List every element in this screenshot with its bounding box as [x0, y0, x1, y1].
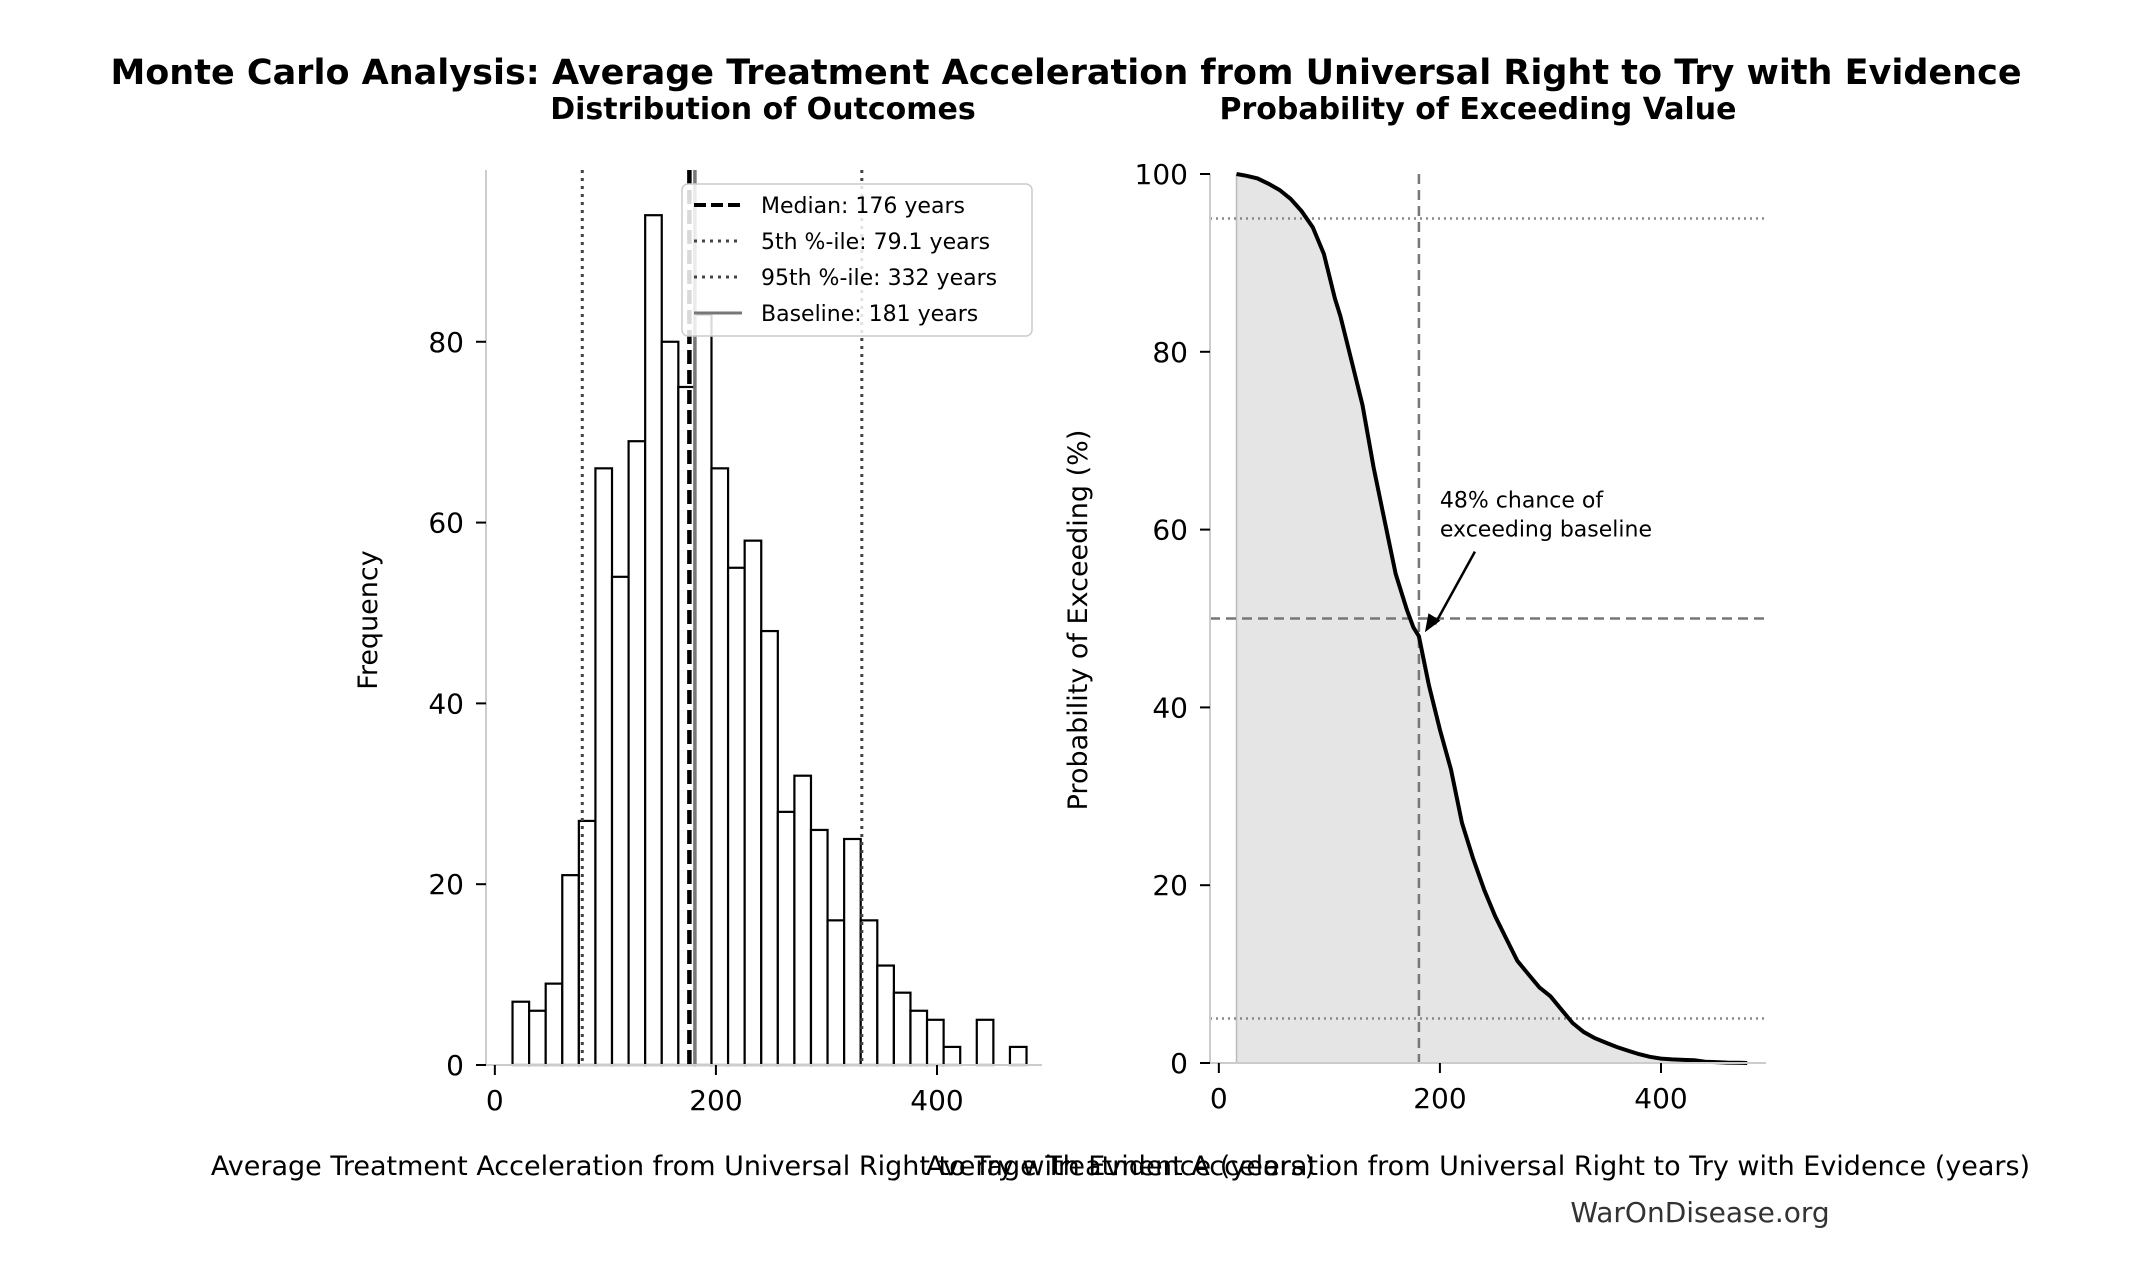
exceedance-x-label: Average Treatment Acceleration from Univ… — [926, 1151, 2030, 1182]
annotation-arrow-head — [1424, 613, 1441, 633]
exceedance-reference-lines — [1210, 174, 1766, 1063]
exceedance-y-tick-label: 20 — [1152, 869, 1188, 902]
histogram-y-tick-label: 80 — [428, 326, 464, 359]
histogram-bar — [644, 214, 663, 1067]
histogram-x-tick-label: 0 — [486, 1084, 504, 1117]
exceedance-x-tick-label: 0 — [1210, 1082, 1228, 1115]
histogram-bar — [1008, 1045, 1028, 1067]
exceedance-y-tick-label: 0 — [1170, 1047, 1188, 1080]
histogram-y-label: Frequency — [353, 550, 384, 690]
annotation-arrow — [1433, 550, 1477, 625]
exceedance-panel: Probability of Exceeding Value 0 20 40 60 80… — [926, 92, 2030, 1182]
histogram-bar — [594, 467, 614, 1067]
exceedance-annotation: 48% chance of exceeding baseline — [1424, 489, 1652, 633]
legend-p95-label: 95th %-ile: 332 years — [761, 266, 997, 291]
legend-box — [681, 183, 1033, 337]
histogram-bar — [793, 774, 813, 1067]
histogram-bar — [760, 629, 779, 1067]
histogram-bars — [511, 214, 1028, 1067]
exceedance-y-tick-label: 60 — [1152, 514, 1188, 547]
annotation-line-1: 48% chance of — [1440, 489, 1604, 514]
exceedance-curve — [1236, 172, 1748, 1065]
histogram-bar — [975, 1018, 995, 1067]
legend-p5-label: 5th %-ile: 79.1 years — [761, 230, 990, 255]
histogram-bar — [776, 810, 796, 1067]
exceedance-y-label: Probability of Exceeding (%) — [1063, 430, 1094, 811]
histogram-bar — [892, 991, 912, 1067]
exceedance-axes: 0 20 40 60 80 100 0 200 400 — [1135, 158, 1766, 1115]
figure-title: Monte Carlo Analysis: Average Treatment … — [110, 53, 2021, 93]
histogram-bar — [610, 575, 630, 1067]
exceedance-fill-area — [1236, 174, 1748, 1063]
histogram-bar — [710, 467, 730, 1067]
histogram-bar — [726, 566, 746, 1067]
annotation-line-2: exceeding baseline — [1440, 518, 1652, 543]
histogram-bar — [561, 874, 580, 1067]
histogram-bar — [544, 982, 564, 1067]
histogram-bar — [627, 440, 647, 1067]
histogram-bar — [826, 919, 846, 1067]
histogram-axes: 0 20 40 60 80 0 200 400 — [428, 170, 1042, 1117]
histogram-bar — [693, 313, 713, 1067]
exceedance-x-tick-label: 400 — [1634, 1082, 1687, 1115]
histogram-bar — [660, 340, 680, 1067]
histogram-legend: Median: 176 years 5th %-ile: 79.1 years … — [681, 183, 1033, 337]
legend-baseline-label: Baseline: 181 years — [761, 302, 978, 327]
histogram-x-tick-label: 200 — [689, 1084, 742, 1117]
exceedance-y-tick-label: 100 — [1135, 158, 1188, 191]
histogram-x-tick-label: 400 — [910, 1084, 963, 1117]
histogram-subtitle: Distribution of Outcomes — [550, 92, 976, 127]
histogram-bar — [925, 1018, 945, 1067]
histogram-bar — [909, 1009, 929, 1067]
exceedance-x-tick-label: 200 — [1413, 1082, 1466, 1115]
histogram-bar — [528, 1009, 547, 1067]
histogram-y-tick-label: 20 — [428, 868, 464, 901]
histogram-bar — [942, 1045, 962, 1067]
histogram-y-tick-label: 0 — [446, 1049, 464, 1082]
histogram-bar — [677, 385, 697, 1067]
histogram-bar — [743, 539, 763, 1067]
legend-median-label: Median: 176 years — [761, 194, 965, 219]
histogram-bar — [511, 1000, 531, 1067]
histogram-bar — [876, 964, 895, 1067]
exceedance-subtitle: Probability of Exceeding Value — [1219, 92, 1736, 127]
exceedance-y-tick-label: 40 — [1152, 691, 1188, 724]
histogram-y-tick-label: 60 — [428, 507, 464, 540]
histogram-y-tick-label: 40 — [428, 687, 464, 720]
watermark: WarOnDisease.org — [1570, 1196, 1829, 1229]
histogram-bar — [843, 837, 862, 1067]
histogram-bar — [809, 828, 829, 1067]
exceedance-y-tick-label: 80 — [1152, 336, 1188, 369]
histogram-x-label: Average Treatment Acceleration from Univ… — [211, 1151, 1315, 1182]
